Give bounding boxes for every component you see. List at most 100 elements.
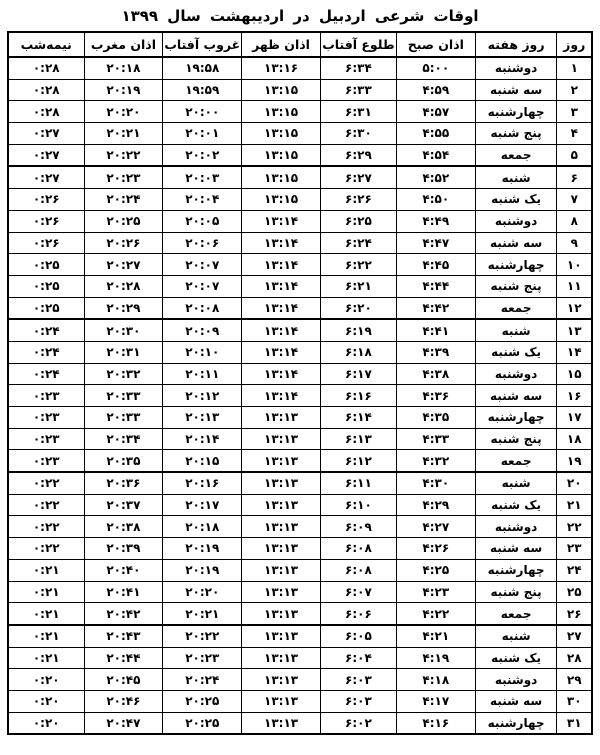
cell-dhuhr-azan: ۱۳:۱۵ xyxy=(241,78,321,102)
cell-sunset: ۲۰:۰۱ xyxy=(162,122,243,145)
cell-maghrib-azan: ۲۰:۳۴ xyxy=(83,427,164,451)
cell-weekday: یک شنبه xyxy=(474,188,558,211)
cell-midnight: ۰:۲۷ xyxy=(7,143,85,168)
cell-midnight: ۰:۲۴ xyxy=(7,318,85,342)
cell-sunrise: ۶:۳۴ xyxy=(319,56,397,80)
cell-day: ۱۹ xyxy=(556,449,593,474)
cell-midnight: ۰:۲۰ xyxy=(7,668,85,691)
cell-midnight: ۰:۲۱ xyxy=(7,558,85,582)
cell-dhuhr-azan: ۱۳:۱۳ xyxy=(241,471,321,495)
table-row: ۱۹ جمعه ۴:۳۲ ۶:۱۲ ۱۳:۱۳ ۲۰:۱۵ ۲۰:۳۵ ۰:۲۳ xyxy=(7,449,593,474)
cell-sunrise: ۶:۲۷ xyxy=(319,165,397,190)
cell-fajr-azan: ۴:۲۲ xyxy=(395,602,476,626)
cell-weekday: شنبه xyxy=(474,318,558,342)
cell-dhuhr-azan: ۱۳:۱۴ xyxy=(241,231,321,255)
table-row: ۲۷ شنبه ۴:۲۱ ۶:۰۵ ۱۳:۱۳ ۲۰:۲۲ ۲۰:۴۳ ۰:۲۱ xyxy=(7,624,593,648)
cell-day: ۲۰ xyxy=(556,471,593,495)
cell-fajr-azan: ۴:۵۰ xyxy=(395,188,476,211)
cell-maghrib-azan: ۲۰:۳۵ xyxy=(83,449,164,474)
cell-maghrib-azan: ۲۰:۲۰ xyxy=(83,100,164,124)
table-row: ۲۸ یک شنبه ۴:۱۹ ۶:۰۴ ۱۳:۱۳ ۲۰:۲۳ ۲۰:۴۴ ۰:۲۱ xyxy=(7,646,593,670)
cell-weekday: سه شنبه xyxy=(474,537,558,560)
cell-day: ۱۸ xyxy=(556,427,593,451)
cell-weekday: شنبه xyxy=(474,165,558,190)
cell-fajr-azan: ۴:۲۱ xyxy=(395,624,476,648)
cell-weekday: سه شنبه xyxy=(474,78,558,102)
cell-sunset: ۲۰:۰۶ xyxy=(162,231,243,255)
cell-sunset: ۲۰:۰۷ xyxy=(162,253,243,276)
col-header-dhuhr-azan: اذان ظهر xyxy=(241,31,321,58)
cell-dhuhr-azan: ۱۳:۱۴ xyxy=(241,209,321,233)
cell-maghrib-azan: ۲۰:۳۳ xyxy=(83,384,164,407)
cell-fajr-azan: ۴:۳۲ xyxy=(395,449,476,474)
cell-maghrib-azan: ۲۰:۲۶ xyxy=(83,231,164,255)
cell-maghrib-azan: ۲۰:۴۱ xyxy=(83,580,164,604)
cell-maghrib-azan: ۲۰:۳۳ xyxy=(83,406,164,429)
cell-sunset: ۲۰:۰۴ xyxy=(162,188,243,211)
cell-sunset: ۲۰:۲۴ xyxy=(162,668,243,691)
table-row: ۹ سه شنبه ۴:۴۷ ۶:۲۴ ۱۳:۱۴ ۲۰:۰۶ ۲۰:۲۶ ۰:۲۶ xyxy=(7,231,593,255)
cell-dhuhr-azan: ۱۳:۱۳ xyxy=(241,493,321,517)
cell-sunset: ۱۹:۵۸ xyxy=(162,56,243,80)
cell-dhuhr-azan: ۱۳:۱۳ xyxy=(241,711,321,735)
table-row: ۲۱ یک شنبه ۴:۲۹ ۶:۱۰ ۱۳:۱۳ ۲۰:۱۷ ۲۰:۳۷ ۰:۲۲ xyxy=(7,493,593,517)
cell-sunset: ۲۰:۲۱ xyxy=(162,602,243,626)
cell-weekday: یک شنبه xyxy=(474,646,558,670)
cell-maghrib-azan: ۲۰:۳۶ xyxy=(83,471,164,495)
cell-maghrib-azan: ۲۰:۲۱ xyxy=(83,122,164,145)
cell-fajr-azan: ۴:۲۳ xyxy=(395,580,476,604)
cell-dhuhr-azan: ۱۳:۱۳ xyxy=(241,515,321,539)
cell-sunrise: ۶:۳۱ xyxy=(319,100,397,124)
cell-sunrise: ۶:۲۲ xyxy=(319,253,397,276)
cell-maghrib-azan: ۲۰:۴۷ xyxy=(83,711,164,735)
cell-dhuhr-azan: ۱۳:۱۴ xyxy=(241,253,321,276)
cell-dhuhr-azan: ۱۳:۱۳ xyxy=(241,646,321,670)
cell-sunrise: ۶:۰۹ xyxy=(319,515,397,539)
cell-day: ۱۴ xyxy=(556,340,593,364)
cell-weekday: پنج شنبه xyxy=(474,580,558,604)
cell-weekday: سه شنبه xyxy=(474,384,558,407)
table-row: ۱۴ یک شنبه ۴:۳۹ ۶:۱۸ ۱۳:۱۴ ۲۰:۱۰ ۲۰:۳۱ ۰:۲۴ xyxy=(7,340,593,364)
cell-midnight: ۰:۲۳ xyxy=(7,384,85,407)
cell-sunset: ۲۰:۰۵ xyxy=(162,209,243,233)
cell-weekday: دوشنبه xyxy=(474,56,558,80)
cell-maghrib-azan: ۲۰:۲۸ xyxy=(83,274,164,298)
cell-fajr-azan: ۴:۲۹ xyxy=(395,493,476,517)
cell-fajr-azan: ۴:۳۳ xyxy=(395,427,476,451)
cell-midnight: ۰:۲۸ xyxy=(7,78,85,102)
cell-sunrise: ۶:۰۳ xyxy=(319,689,397,713)
table-row: ۲۲ دوشنبه ۴:۲۷ ۶:۰۹ ۱۳:۱۳ ۲۰:۱۸ ۲۰:۳۸ ۰:۲۲ xyxy=(7,515,593,539)
cell-weekday: جمعه xyxy=(474,143,558,168)
cell-sunset: ۲۰:۱۵ xyxy=(162,449,243,474)
cell-sunrise: ۶:۱۲ xyxy=(319,449,397,474)
cell-day: ۱۷ xyxy=(556,406,593,429)
cell-sunrise: ۶:۱۸ xyxy=(319,340,397,364)
cell-sunrise: ۶:۲۰ xyxy=(319,296,397,321)
cell-weekday: دوشنبه xyxy=(474,515,558,539)
cell-fajr-azan: ۴:۴۷ xyxy=(395,231,476,255)
cell-midnight: ۰:۲۵ xyxy=(7,253,85,276)
cell-sunset: ۲۰:۱۳ xyxy=(162,406,243,429)
cell-sunrise: ۶:۱۰ xyxy=(319,493,397,517)
cell-maghrib-azan: ۲۰:۳۷ xyxy=(83,493,164,517)
cell-sunset: ۲۰:۱۴ xyxy=(162,427,243,451)
cell-day: ۲۷ xyxy=(556,624,593,648)
cell-weekday: چهارشنبه xyxy=(474,100,558,124)
cell-sunrise: ۶:۰۲ xyxy=(319,711,397,735)
cell-maghrib-azan: ۲۰:۳۱ xyxy=(83,340,164,364)
cell-sunrise: ۶:۰۳ xyxy=(319,668,397,691)
cell-sunrise: ۶:۰۸ xyxy=(319,558,397,582)
cell-weekday: پنج شنبه xyxy=(474,427,558,451)
table-row: ۲۶ جمعه ۴:۲۲ ۶:۰۶ ۱۳:۱۳ ۲۰:۲۱ ۲۰:۴۲ ۰:۲۱ xyxy=(7,602,593,626)
cell-weekday: شنبه xyxy=(474,471,558,495)
cell-fajr-azan: ۴:۵۴ xyxy=(395,143,476,168)
cell-sunrise: ۶:۱۳ xyxy=(319,427,397,451)
cell-sunset: ۲۰:۱۲ xyxy=(162,384,243,407)
table-row: ۴ پنج شنبه ۴:۵۵ ۶:۳۰ ۱۳:۱۵ ۲۰:۰۱ ۲۰:۲۱ ۰:۲۷ xyxy=(7,122,593,145)
table-row: ۱۱ پنج شنبه ۴:۴۴ ۶:۲۱ ۱۳:۱۴ ۲۰:۰۷ ۲۰:۲۸ ۰:۲۵ xyxy=(7,274,593,298)
cell-sunset: ۲۰:۰۲ xyxy=(162,143,243,168)
cell-day: ۲۴ xyxy=(556,558,593,582)
cell-fajr-azan: ۴:۴۱ xyxy=(395,318,476,342)
cell-dhuhr-azan: ۱۳:۱۵ xyxy=(241,122,321,145)
cell-midnight: ۰:۲۰ xyxy=(7,711,85,735)
